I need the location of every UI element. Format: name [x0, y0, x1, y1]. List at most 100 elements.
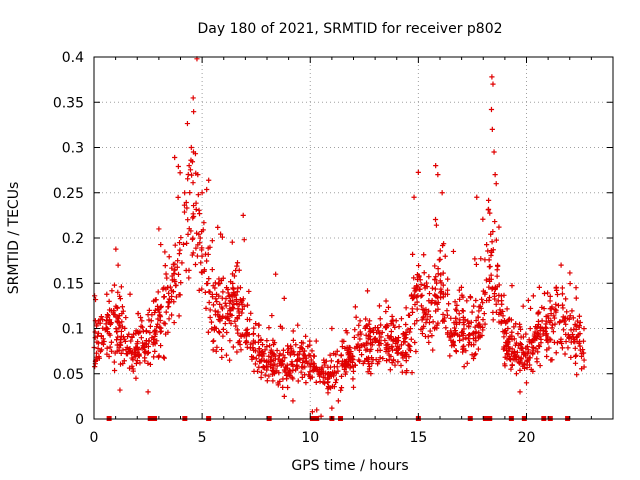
data-point	[479, 332, 485, 339]
data-point	[385, 333, 391, 339]
data-points	[91, 56, 587, 419]
data-point	[268, 347, 274, 353]
data-point	[233, 323, 239, 329]
data-point	[216, 330, 223, 336]
data-point	[215, 312, 221, 318]
data-point	[466, 332, 473, 338]
data-point	[180, 241, 187, 247]
data-point	[415, 262, 422, 269]
data-point	[448, 328, 454, 334]
data-point	[172, 154, 178, 161]
data-point	[479, 296, 485, 302]
data-point	[220, 313, 226, 319]
data-point	[487, 210, 493, 216]
x-tick-label: 5	[198, 430, 207, 446]
data-point	[407, 347, 413, 354]
data-point	[183, 267, 189, 274]
data-point	[553, 350, 559, 356]
data-point	[226, 357, 233, 363]
data-point	[505, 325, 511, 332]
data-point	[217, 301, 223, 307]
data-point	[344, 330, 350, 336]
data-point	[303, 380, 309, 386]
data-point	[517, 326, 524, 333]
y-tick-label: 0	[75, 412, 84, 428]
data-point	[166, 254, 172, 260]
data-point	[189, 159, 196, 165]
data-point	[493, 301, 499, 307]
data-point	[393, 318, 399, 324]
data-point	[143, 328, 149, 334]
data-point	[168, 312, 175, 318]
data-point	[290, 398, 296, 404]
grid	[94, 57, 613, 419]
data-point	[458, 284, 465, 291]
data-point	[562, 351, 568, 357]
data-point	[199, 270, 205, 276]
data-point	[179, 260, 185, 266]
data-point	[454, 302, 460, 308]
y-tick-label: 0.3	[62, 141, 84, 157]
data-point	[186, 163, 192, 169]
data-point	[442, 291, 448, 297]
data-point	[176, 313, 182, 319]
data-point	[534, 359, 540, 365]
data-point	[178, 280, 184, 286]
data-point	[119, 319, 125, 325]
data-point	[171, 299, 177, 305]
data-point	[475, 346, 481, 352]
data-point	[377, 316, 383, 322]
data-point	[148, 318, 154, 324]
data-point	[438, 295, 444, 301]
data-point	[448, 333, 454, 339]
data-point	[92, 335, 98, 341]
data-point	[365, 369, 371, 375]
data-point	[187, 190, 193, 196]
data-point	[227, 338, 233, 344]
data-point	[115, 262, 121, 268]
data-point	[444, 308, 450, 314]
data-point	[133, 360, 140, 367]
data-point	[223, 303, 229, 309]
data-point	[341, 338, 347, 344]
data-point	[547, 293, 553, 299]
data-point	[548, 318, 554, 324]
data-point	[207, 289, 213, 295]
data-point	[207, 314, 213, 321]
data-point	[104, 345, 110, 351]
data-point	[495, 298, 501, 304]
data-point	[494, 262, 501, 268]
data-point	[133, 328, 139, 334]
data-point	[235, 306, 241, 312]
data-point	[559, 345, 566, 351]
data-point	[378, 334, 384, 340]
data-point	[229, 292, 235, 298]
data-point	[378, 322, 384, 328]
data-point	[476, 323, 482, 329]
data-point	[251, 347, 257, 353]
data-point	[399, 352, 405, 358]
data-point	[115, 316, 122, 322]
data-point	[427, 328, 433, 334]
data-point	[506, 316, 513, 322]
data-point	[307, 373, 313, 379]
data-point	[113, 303, 119, 309]
data-point	[470, 355, 477, 362]
data-point	[475, 314, 481, 320]
data-point	[161, 320, 167, 326]
data-point	[273, 271, 279, 277]
data-point	[362, 325, 368, 332]
data-point	[264, 378, 270, 384]
data-point	[270, 341, 277, 348]
data-point	[411, 275, 417, 281]
data-point	[218, 346, 225, 353]
data-point	[493, 181, 499, 187]
data-point	[157, 314, 164, 320]
data-point	[461, 343, 467, 349]
data-point	[534, 324, 541, 330]
data-point	[415, 169, 421, 175]
data-point	[426, 319, 433, 326]
data-point	[393, 340, 399, 347]
data-point	[244, 344, 250, 350]
data-point	[268, 364, 274, 370]
